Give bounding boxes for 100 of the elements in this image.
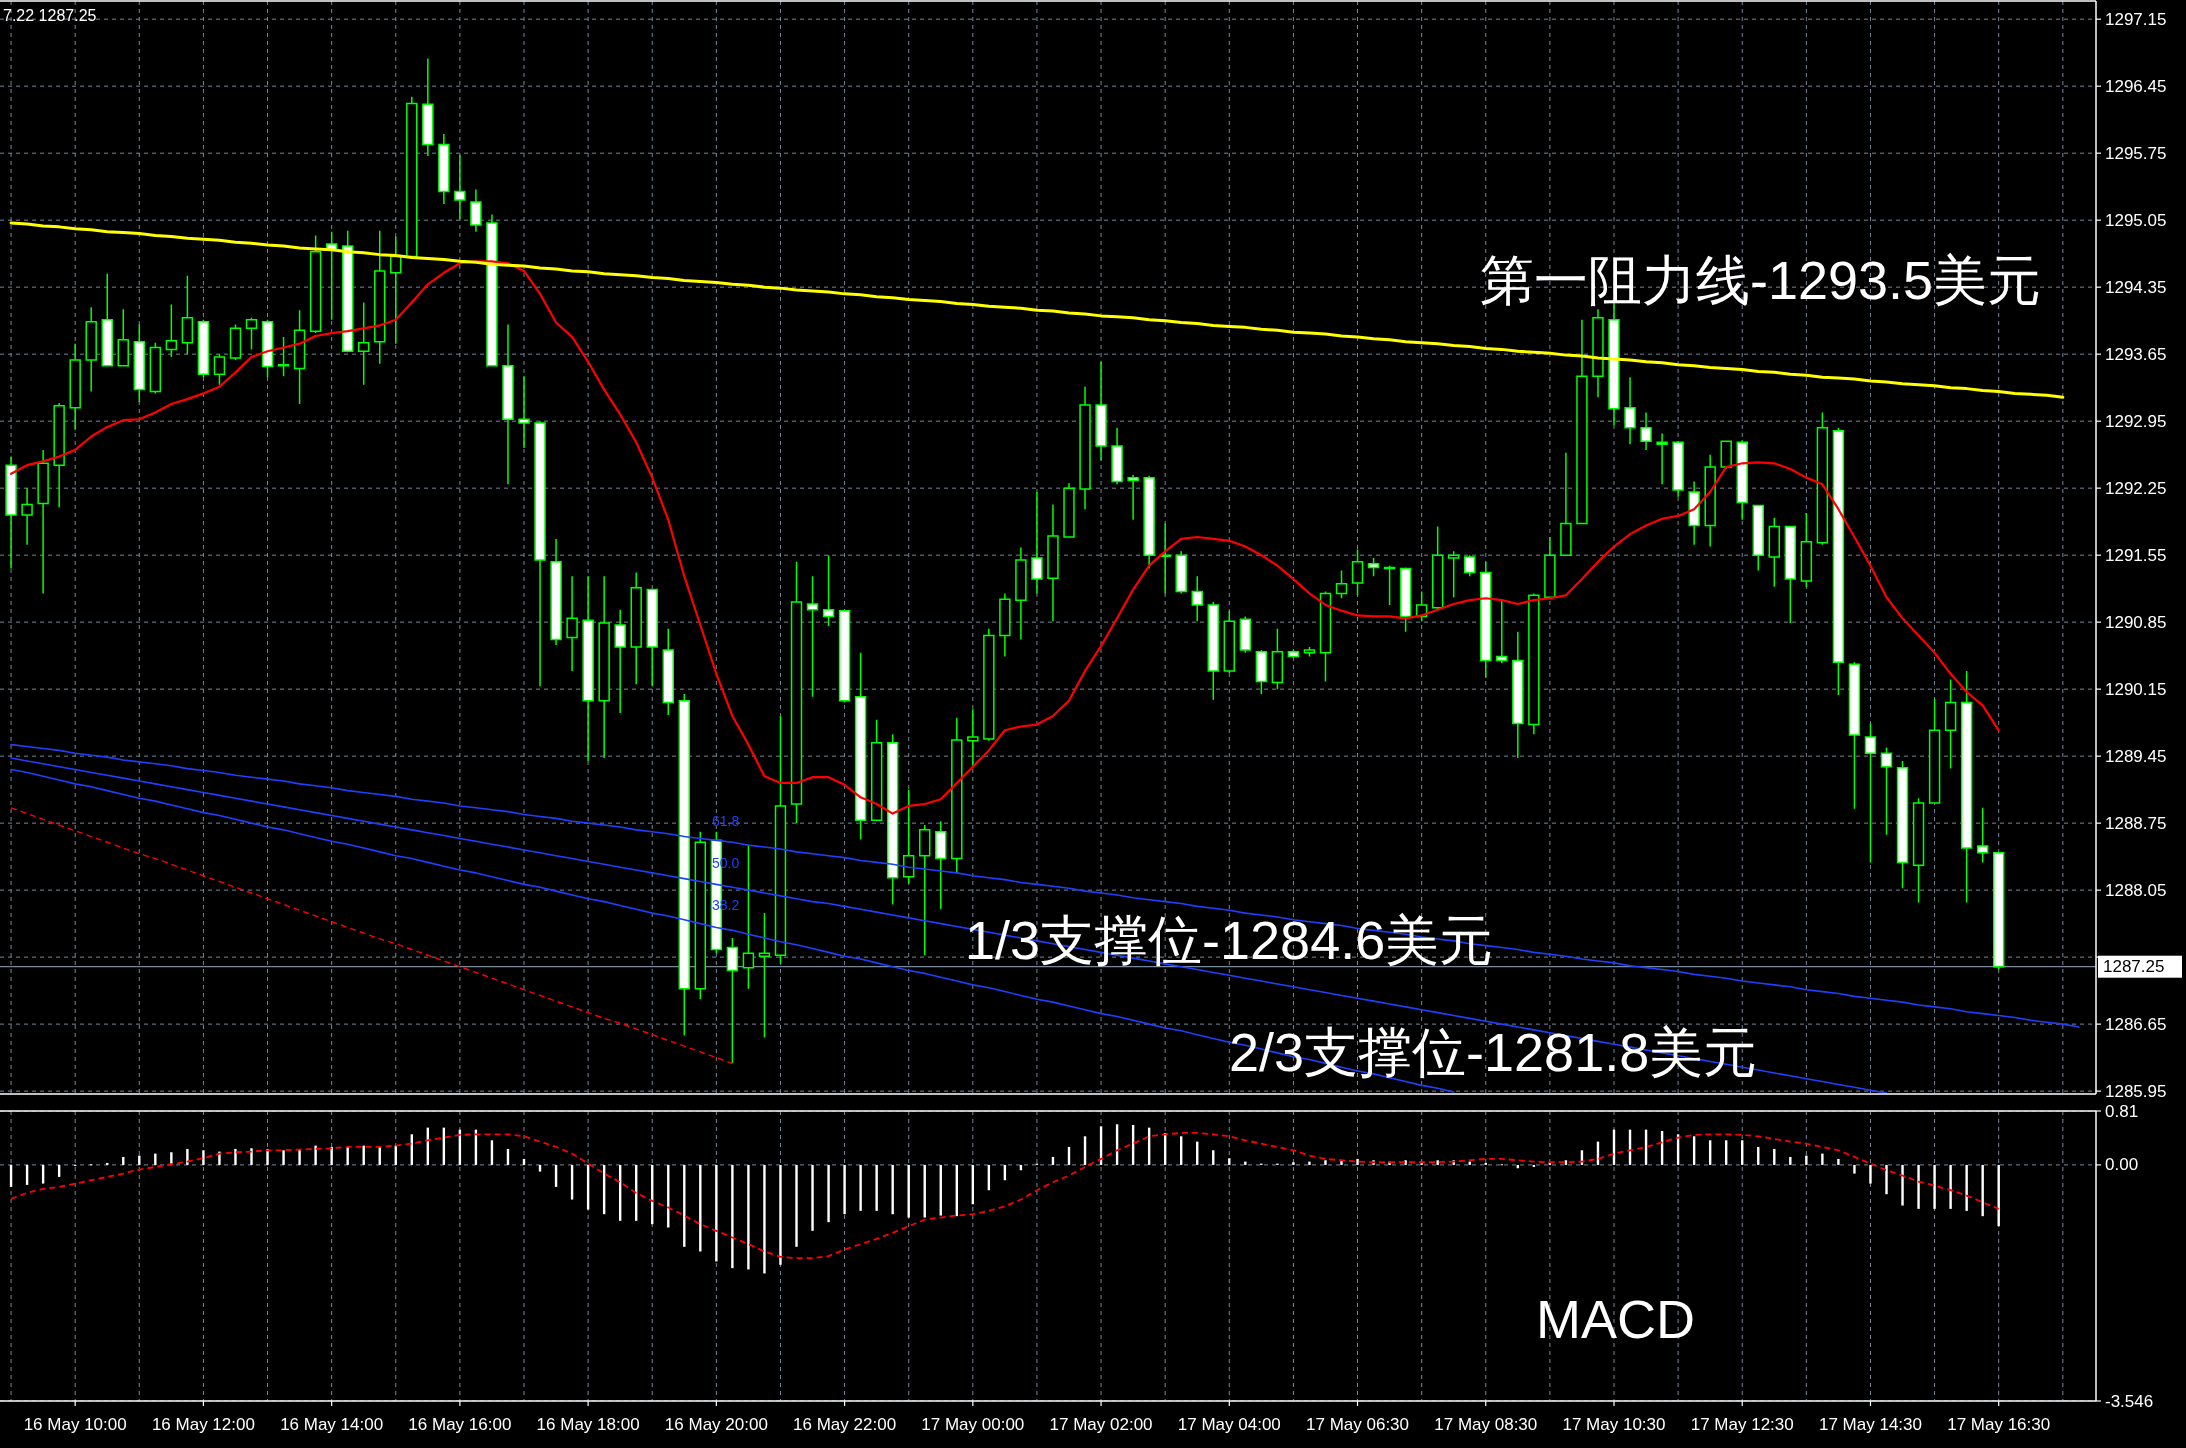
candlestick: [598, 575, 610, 759]
candlestick: [1175, 550, 1187, 595]
candlestick: [1704, 453, 1716, 548]
candlestick: [53, 402, 65, 509]
candlestick: [486, 213, 498, 367]
candlestick: [1239, 615, 1252, 654]
y-tick-label: -3.546: [2105, 1391, 2154, 1411]
candlestick: [85, 306, 97, 393]
candlestick: [1576, 318, 1588, 525]
candlestick: [1303, 646, 1316, 658]
bar: [1789, 1156, 1792, 1165]
x-tick-label: 17 May 00:00: [921, 1414, 1025, 1434]
candlestick: [470, 188, 482, 233]
candlestick: [1976, 807, 1989, 864]
candlestick: [293, 309, 306, 405]
y-tick-label: 1293.65: [2105, 344, 2167, 364]
bar: [1837, 1158, 1840, 1165]
y-tick-label: 1290.15: [2105, 679, 2167, 699]
candlestick: [1047, 503, 1059, 622]
candlestick: [37, 449, 49, 595]
candlestick: [1496, 599, 1508, 665]
candlestick: [919, 824, 931, 956]
candlestick: [694, 831, 707, 1000]
candlestick: [1015, 546, 1027, 641]
candlestick: [951, 717, 963, 874]
candlestick: [1672, 440, 1684, 498]
candlestick: [1960, 670, 1973, 904]
candlestick: [566, 575, 578, 672]
candlestick: [1191, 575, 1203, 622]
candlestick: [1656, 432, 1668, 486]
candlestick: [133, 323, 146, 403]
candlestick: [902, 788, 915, 885]
bar: [1933, 1164, 1936, 1209]
bar: [1981, 1164, 1984, 1217]
bar: [891, 1164, 894, 1215]
candlestick: [229, 323, 242, 361]
candlestick: [1784, 525, 1797, 624]
bar: [1244, 1161, 1247, 1165]
candlestick: [1223, 609, 1236, 674]
candlestick: [1480, 561, 1492, 679]
candlestick: [1063, 482, 1075, 538]
candlestick: [245, 317, 258, 351]
bar: [1805, 1155, 1808, 1165]
candlestick: [1800, 512, 1813, 588]
y-tick-label: 0.00: [2105, 1155, 2139, 1175]
candlestick: [1816, 411, 1829, 546]
line-series: [9, 221, 2065, 399]
annotation: 7.22 1287.25: [3, 6, 97, 24]
y-tick-label: 1288.75: [2105, 813, 2167, 833]
bar: [234, 1148, 237, 1165]
y-tick-label: 1295.05: [2105, 210, 2167, 230]
candlestick: [390, 235, 402, 345]
annotation: 61.8: [712, 813, 740, 829]
bar: [715, 1164, 718, 1262]
candlestick: [1207, 601, 1219, 701]
candlestick: [1560, 452, 1572, 556]
candlestick: [758, 912, 771, 1039]
bar: [138, 1155, 141, 1165]
x-tick-label: 16 May 20:00: [664, 1414, 768, 1434]
y-tick-label: 1296.45: [2105, 76, 2167, 96]
candlestick: [1720, 440, 1732, 470]
bar: [747, 1164, 750, 1270]
x-tick-label: 16 May 12:00: [151, 1414, 255, 1434]
ref-line-label: 1287.25: [2103, 957, 2165, 977]
bar: [314, 1145, 317, 1165]
candlestick: [1464, 554, 1476, 577]
candlestick: [1399, 566, 1412, 633]
y-tick-label: 1292.95: [2105, 411, 2167, 431]
bar: [859, 1164, 862, 1211]
candlestick: [886, 733, 899, 906]
x-tick-label: 16 May 16:00: [408, 1414, 512, 1434]
candlestick: [357, 301, 370, 386]
candlestick: [726, 937, 739, 1065]
candlestick: [1335, 569, 1348, 599]
candlestick: [822, 554, 835, 627]
candlestick: [662, 628, 674, 716]
candlestick: [1736, 439, 1748, 521]
candlestick: [325, 230, 338, 321]
y-tick-label: 1294.35: [2105, 277, 2167, 297]
candlestick: [165, 303, 178, 358]
bar: [186, 1148, 189, 1165]
y-tick-label: 1291.55: [2105, 545, 2167, 565]
candlestick: [935, 820, 947, 911]
bar: [1965, 1164, 1968, 1211]
bar: [202, 1150, 205, 1165]
bar: [1853, 1164, 1856, 1174]
candlestick: [1367, 557, 1380, 577]
candlestick: [1752, 504, 1764, 572]
candlestick: [454, 154, 466, 220]
y-tick-label: 1286.65: [2105, 1014, 2167, 1034]
candlestick: [1688, 480, 1700, 546]
bar: [1356, 1158, 1359, 1165]
candlestick: [197, 318, 210, 378]
bar: [1901, 1164, 1904, 1206]
candlestick: [1111, 427, 1123, 486]
bar: [1949, 1164, 1952, 1209]
y-tick-label: 1290.85: [2105, 612, 2167, 632]
candlestick: [1319, 590, 1332, 683]
bar: [1917, 1164, 1920, 1209]
bar: [827, 1164, 830, 1223]
